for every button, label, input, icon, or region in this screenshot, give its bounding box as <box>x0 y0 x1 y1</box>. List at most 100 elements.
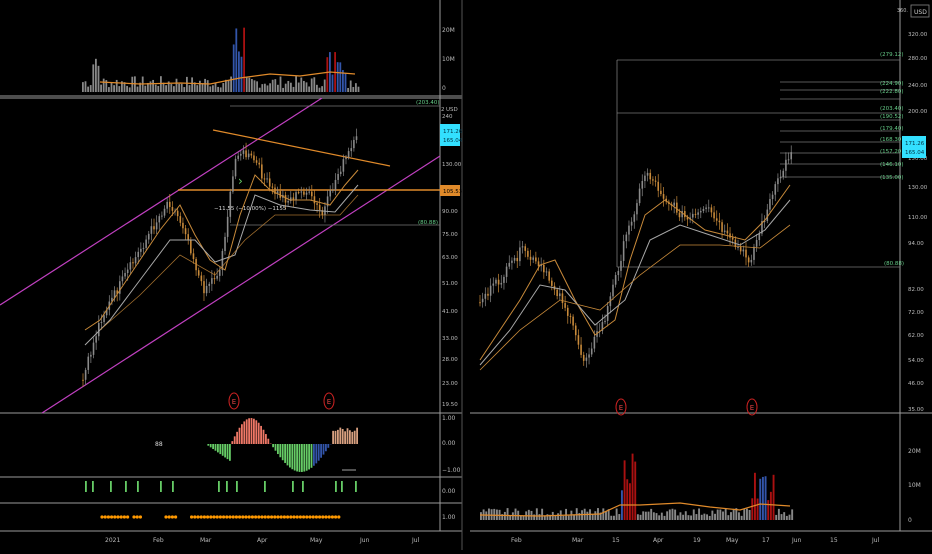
left-earnings-marker-2[interactable]: E <box>324 393 334 409</box>
candle-body <box>348 151 350 157</box>
oscillator-bar <box>275 444 277 451</box>
signal-dot <box>305 515 308 518</box>
candle-body <box>245 150 247 157</box>
candle-body <box>498 280 500 285</box>
right-volume-bars <box>480 454 793 520</box>
candle-body <box>256 160 258 162</box>
right-vol-axis-10m: 10M <box>908 482 921 489</box>
signal-dot <box>273 515 276 518</box>
left-price-tick-label: 41.00 <box>442 309 458 315</box>
left-price-axis[interactable]: 240160130.0090.0075.0063.0051.0041.0033.… <box>442 114 462 408</box>
svg-text:Apr: Apr <box>257 537 268 544</box>
volume-bar <box>687 515 689 520</box>
volume-bar <box>664 516 666 520</box>
candle-body <box>692 214 694 218</box>
right-price-tick-label: 54.00 <box>908 358 924 364</box>
oscillator-bar <box>279 444 281 457</box>
candle-body <box>127 270 129 273</box>
oscillator-bar <box>227 444 229 459</box>
signal-dot <box>116 515 119 518</box>
oscillator-bar <box>339 428 341 444</box>
volume-bar <box>254 80 256 92</box>
volume-bar <box>186 77 188 92</box>
svg-text:17: 17 <box>762 537 770 544</box>
left-dots-axis: 1.00 <box>442 514 456 521</box>
candle-body <box>350 148 352 151</box>
candle-body <box>272 187 274 188</box>
volume-bar <box>241 57 243 92</box>
oscillator-bar <box>219 444 221 454</box>
svg-text:19: 19 <box>693 537 701 544</box>
volume-bar <box>287 81 289 92</box>
candle-body <box>716 218 718 220</box>
oscillator-bar <box>327 444 329 448</box>
volume-bar <box>594 511 596 520</box>
signal-dot <box>136 515 139 518</box>
svg-text:15: 15 <box>612 537 620 544</box>
volume-bar <box>321 86 323 92</box>
signal-bar <box>226 481 228 492</box>
candle-body <box>211 278 213 284</box>
signal-bar <box>92 481 94 492</box>
signal-dot <box>126 515 129 518</box>
volume-bar <box>111 82 113 92</box>
volume-bar <box>568 516 570 520</box>
right-currency-button[interactable]: USD <box>911 5 929 17</box>
candle-body <box>697 212 699 214</box>
signal-dot <box>212 515 215 518</box>
right-price-axis[interactable]: 320.00280.00240.00200.00150.00130.00110.… <box>908 32 928 413</box>
candle-body <box>511 261 513 263</box>
left-earnings-marker-1[interactable]: E <box>229 393 239 409</box>
candle-body <box>153 226 155 229</box>
volume-bar <box>762 477 764 520</box>
signal-dot <box>225 515 228 518</box>
oscillator-bar <box>294 444 296 471</box>
candle-body <box>641 181 643 189</box>
candle-body <box>713 212 715 218</box>
right-price-tick-label: 320.00 <box>908 32 928 38</box>
candle-body <box>248 154 250 158</box>
candle-body <box>224 237 226 251</box>
candle-body <box>151 226 153 234</box>
candle-body <box>300 191 302 192</box>
left-channel-lower <box>42 156 440 413</box>
fib-level-tag: (168.30) <box>880 137 904 143</box>
candle-body <box>639 189 641 203</box>
left-time-axis[interactable]: 2021 Feb Mar Apr May Jun Jul <box>105 537 420 544</box>
volume-bar <box>332 75 334 92</box>
volume-bar <box>672 509 674 520</box>
volume-bar <box>358 87 360 92</box>
volume-bar <box>345 73 347 92</box>
volume-bar <box>770 492 772 520</box>
candle-body <box>140 249 142 252</box>
signal-dot <box>193 515 196 518</box>
candle-body <box>649 173 651 179</box>
oscillator-bar <box>248 418 250 444</box>
signal-dot <box>299 515 302 518</box>
volume-bar <box>280 77 282 92</box>
signal-dot <box>324 515 327 518</box>
volume-bar <box>658 515 660 520</box>
volume-bar <box>709 516 711 520</box>
right-time-axis[interactable]: Feb Mar 15 Apr 19 May 17 Jun 15 Jul <box>511 537 880 544</box>
candle-body <box>90 355 92 357</box>
left-price-tick-label: 63.00 <box>442 255 458 261</box>
signal-dot <box>283 515 286 518</box>
candle-body <box>161 216 163 217</box>
oscillator-bar <box>282 444 284 460</box>
volume-bar <box>326 57 328 92</box>
svg-text:E: E <box>232 398 236 406</box>
right-price-tick-label: 35.00 <box>908 407 924 413</box>
candle-body <box>214 278 216 279</box>
svg-text:Jul: Jul <box>871 537 880 544</box>
volume-bar <box>144 86 146 92</box>
signal-bar <box>292 481 294 492</box>
left-price-tick-label: 19.50 <box>442 402 458 408</box>
volume-bar <box>730 512 732 520</box>
signal-dot <box>222 515 225 518</box>
candle-body <box>732 238 734 240</box>
candle-body <box>258 163 260 165</box>
volume-bar <box>100 85 102 92</box>
volume-bar <box>212 85 214 92</box>
